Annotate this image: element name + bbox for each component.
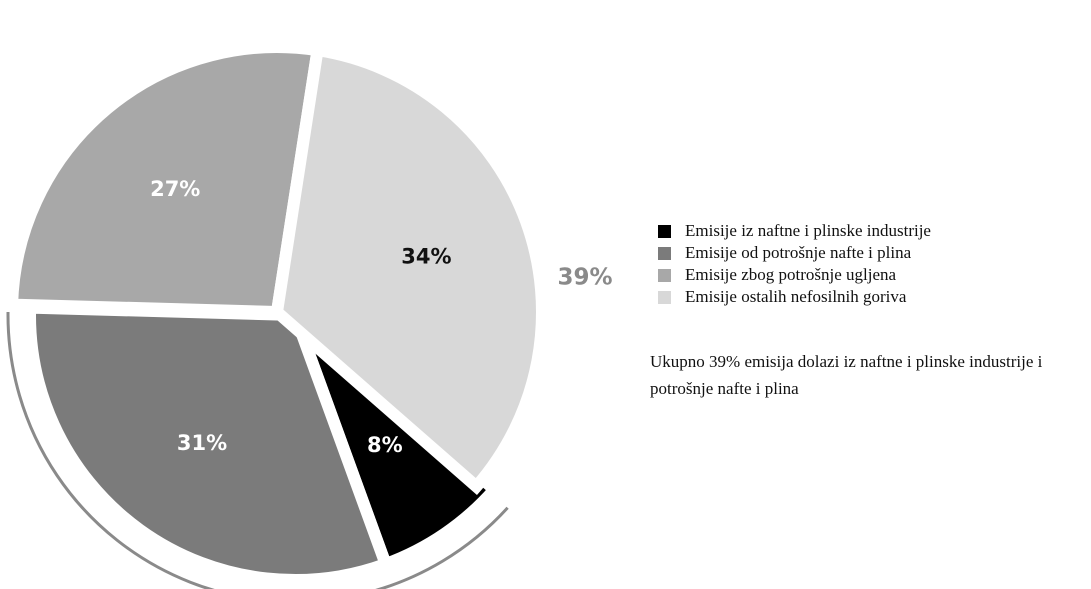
legend-swatch — [658, 290, 671, 304]
legend-item-emisije-ostalih-nefosilnih-goriva: Emisije ostalih nefosilnih goriva — [658, 286, 931, 308]
legend-item-emisije-od-potrosnje-nafte-i-plina: Emisije od potrošnje nafte i plina — [658, 242, 931, 264]
chart-legend: Emisije iz naftne i plinske industrije Em… — [658, 220, 931, 308]
legend-swatch — [658, 246, 671, 260]
legend-label: Emisije ostalih nefosilnih goriva — [685, 287, 907, 306]
pie-chart-svg: 8% 31% 27% 34% 39% — [5, 41, 613, 589]
legend-label: Emisije iz naftne i plinske industrije — [685, 221, 931, 240]
pie-slice-emisije-zbog-potrosnje-ugljena — [5, 41, 325, 319]
legend-swatch — [658, 224, 671, 238]
slice-label-emisije-ostalih-nefosilnih-goriva: 34% — [401, 245, 451, 269]
legend-swatch — [658, 268, 671, 282]
group-bracket-arc — [6, 311, 509, 589]
group-bracket-label: 39% — [557, 265, 612, 291]
slice-label-emisije-od-potrosnje-nafte-i-plina: 31% — [177, 431, 227, 455]
legend-item-emisije-zbog-potrosnje-ugljena: Emisije zbog potrošnje ugljena — [658, 264, 931, 286]
pie-slice-emisije-ostalih-nefosilnih-goriva — [270, 43, 548, 496]
legend-label: Emisije zbog potrošnje ugljena — [685, 265, 897, 284]
pie-chart: 8% 31% 27% 34% 39% — [5, 41, 613, 589]
pie-slice-emisije-od-potrosnje-nafte-i-plina — [24, 301, 394, 586]
legend-item-emisije-iz-naftne-i-plinske-industrije: Emisije iz naftne i plinske industrije — [658, 220, 931, 242]
chart-annotation: Ukupno 39% emisija dolazi iz naftne i pl… — [650, 352, 1043, 398]
legend-label: Emisije od potrošnje nafte i plina — [685, 243, 912, 262]
slice-label-emisije-zbog-potrosnje-ugljena: 27% — [150, 177, 200, 201]
slice-label-emisije-iz-naftne-i-plinske-industrije: 8% — [367, 433, 403, 457]
